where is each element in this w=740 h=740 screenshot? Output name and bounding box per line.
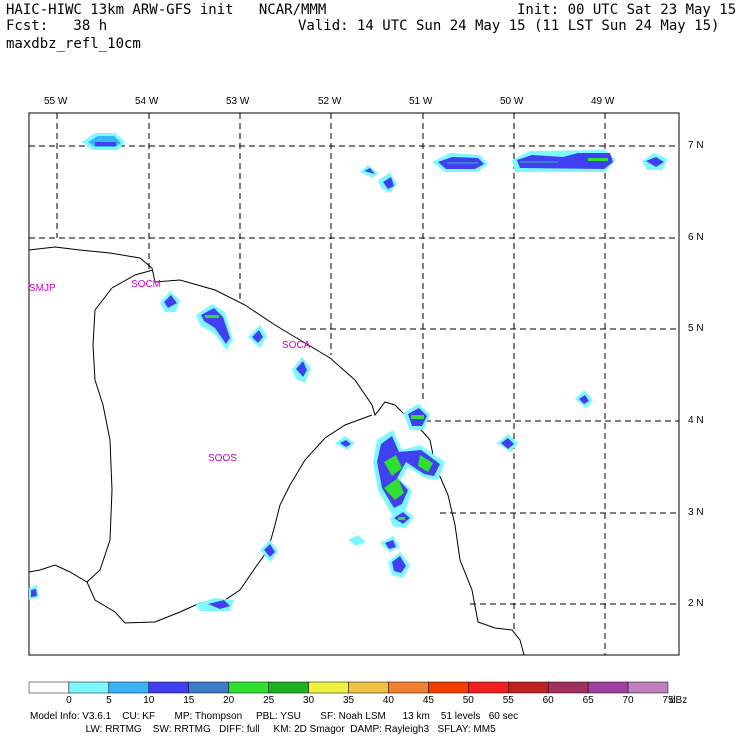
lat-label: 3 N (688, 507, 704, 518)
lat-label: 2 N (688, 598, 704, 609)
colorbar-swatch (268, 681, 309, 694)
valid-time: Valid: 14 UTC Sun 24 May 15 (11 LST Sun … (298, 18, 720, 34)
station-label: SOCM (131, 279, 161, 290)
colorbar-swatch (108, 681, 150, 694)
echo-cell (579, 395, 589, 404)
echo-cell (164, 295, 177, 308)
echo-cell (208, 600, 230, 609)
colorbar-tick-label: 75 (662, 695, 674, 706)
echo-cell (384, 478, 404, 500)
echo-cell (95, 142, 116, 146)
station-label: SOOS (208, 453, 237, 464)
colorbar-swatch (188, 681, 229, 694)
model-title: HAIC-HIWC 13km ARW-GFS init NCAR/MMM (6, 2, 327, 18)
lon-label: 49 W (591, 96, 615, 107)
lat-label: 5 N (688, 323, 704, 334)
lon-label: 52 W (318, 96, 342, 107)
echo-cell (348, 535, 366, 546)
station-label: SMJP (29, 283, 56, 294)
echo-cell (646, 157, 664, 167)
echo-cell (501, 438, 514, 449)
colorbar-swatch (428, 681, 469, 694)
colorbar-swatch (627, 681, 669, 694)
colorbar-tick-label: 65 (582, 695, 594, 706)
colorbar-tick-label: 50 (462, 695, 474, 706)
lon-label: 53 W (226, 96, 250, 107)
lon-label: 55 W (44, 96, 68, 107)
echo-cell (340, 440, 351, 447)
colorbar-unit: dBz (670, 695, 688, 706)
colorbar (28, 681, 669, 694)
colorbar-tick-label: 30 (303, 695, 315, 706)
colorbar-swatch (587, 681, 629, 694)
colorbar-tick-label: 15 (183, 695, 195, 706)
colorbar-swatch (28, 681, 70, 694)
echo-cell (205, 315, 219, 318)
station-label: SOCA (282, 340, 311, 351)
model-info-line1: Model Info: V3.6.1 CU: KF MP: Thompson P… (30, 711, 519, 722)
colorbar-swatch (308, 681, 349, 694)
echo-cell (447, 162, 478, 164)
echo-cell (364, 168, 375, 174)
echo-cell (252, 330, 263, 343)
colorbar-tick-label: 45 (422, 695, 434, 706)
colorbar-swatch (148, 681, 189, 694)
colorbar-tick-label: 5 (106, 695, 112, 706)
colorbar-swatch (508, 681, 549, 694)
echo-cell (418, 455, 433, 472)
echo-cell (296, 361, 307, 377)
colorbar-tick-label: 40 (382, 695, 394, 706)
lon-label: 50 W (500, 96, 524, 107)
colorbar-swatch (468, 681, 509, 694)
coastline (28, 246, 525, 656)
colorbar-tick-label: 10 (143, 695, 155, 706)
colorbar-tick-label: 60 (542, 695, 554, 706)
lat-label: 6 N (688, 232, 704, 243)
colorbar-tick-label: 55 (502, 695, 514, 706)
lon-label: 51 W (409, 96, 433, 107)
field-name: maxdbz_refl_10cm (6, 36, 141, 52)
lat-lon-grid (29, 113, 679, 655)
lat-label: 7 N (688, 140, 704, 151)
colorbar-swatch (388, 681, 429, 694)
echo-cell (31, 589, 37, 597)
colorbar-tick-label: 20 (223, 695, 235, 706)
map-frame (28, 112, 680, 656)
border-south (86, 414, 373, 624)
coastlines (28, 246, 525, 656)
lon-label: 54 W (135, 96, 159, 107)
lat-label: 4 N (688, 415, 704, 426)
echo-cell (411, 415, 424, 419)
border-west (28, 269, 154, 583)
colorbar-swatch (547, 681, 589, 694)
echo-cell (264, 544, 275, 557)
reflectivity-cells (29, 133, 668, 611)
echo-cell (385, 540, 396, 549)
colorbar-tick-label: 0 (66, 695, 72, 706)
echo-cell (392, 556, 406, 573)
echo-cell (398, 517, 405, 520)
colorbar-tick-label: 25 (263, 695, 275, 706)
colorbar-tick-label: 70 (622, 695, 634, 706)
init-time: Init: 00 UTC Sat 23 May 15 (517, 2, 737, 18)
colorbar-swatch (228, 681, 269, 694)
echo-cell (520, 161, 558, 163)
colorbar-tick-label: 35 (342, 695, 355, 706)
colorbar-swatch (348, 681, 389, 694)
colorbar-swatch (68, 681, 110, 694)
echo-cell (384, 455, 402, 476)
echo-cell (383, 177, 394, 189)
model-info-line2: LW: RRTMG SW: RRTMG DIFF: full KM: 2D Sm… (30, 724, 496, 735)
forecast-hour: Fcst: 38 h (6, 18, 108, 34)
echo-cell (517, 153, 613, 169)
echo-cell (588, 158, 608, 161)
